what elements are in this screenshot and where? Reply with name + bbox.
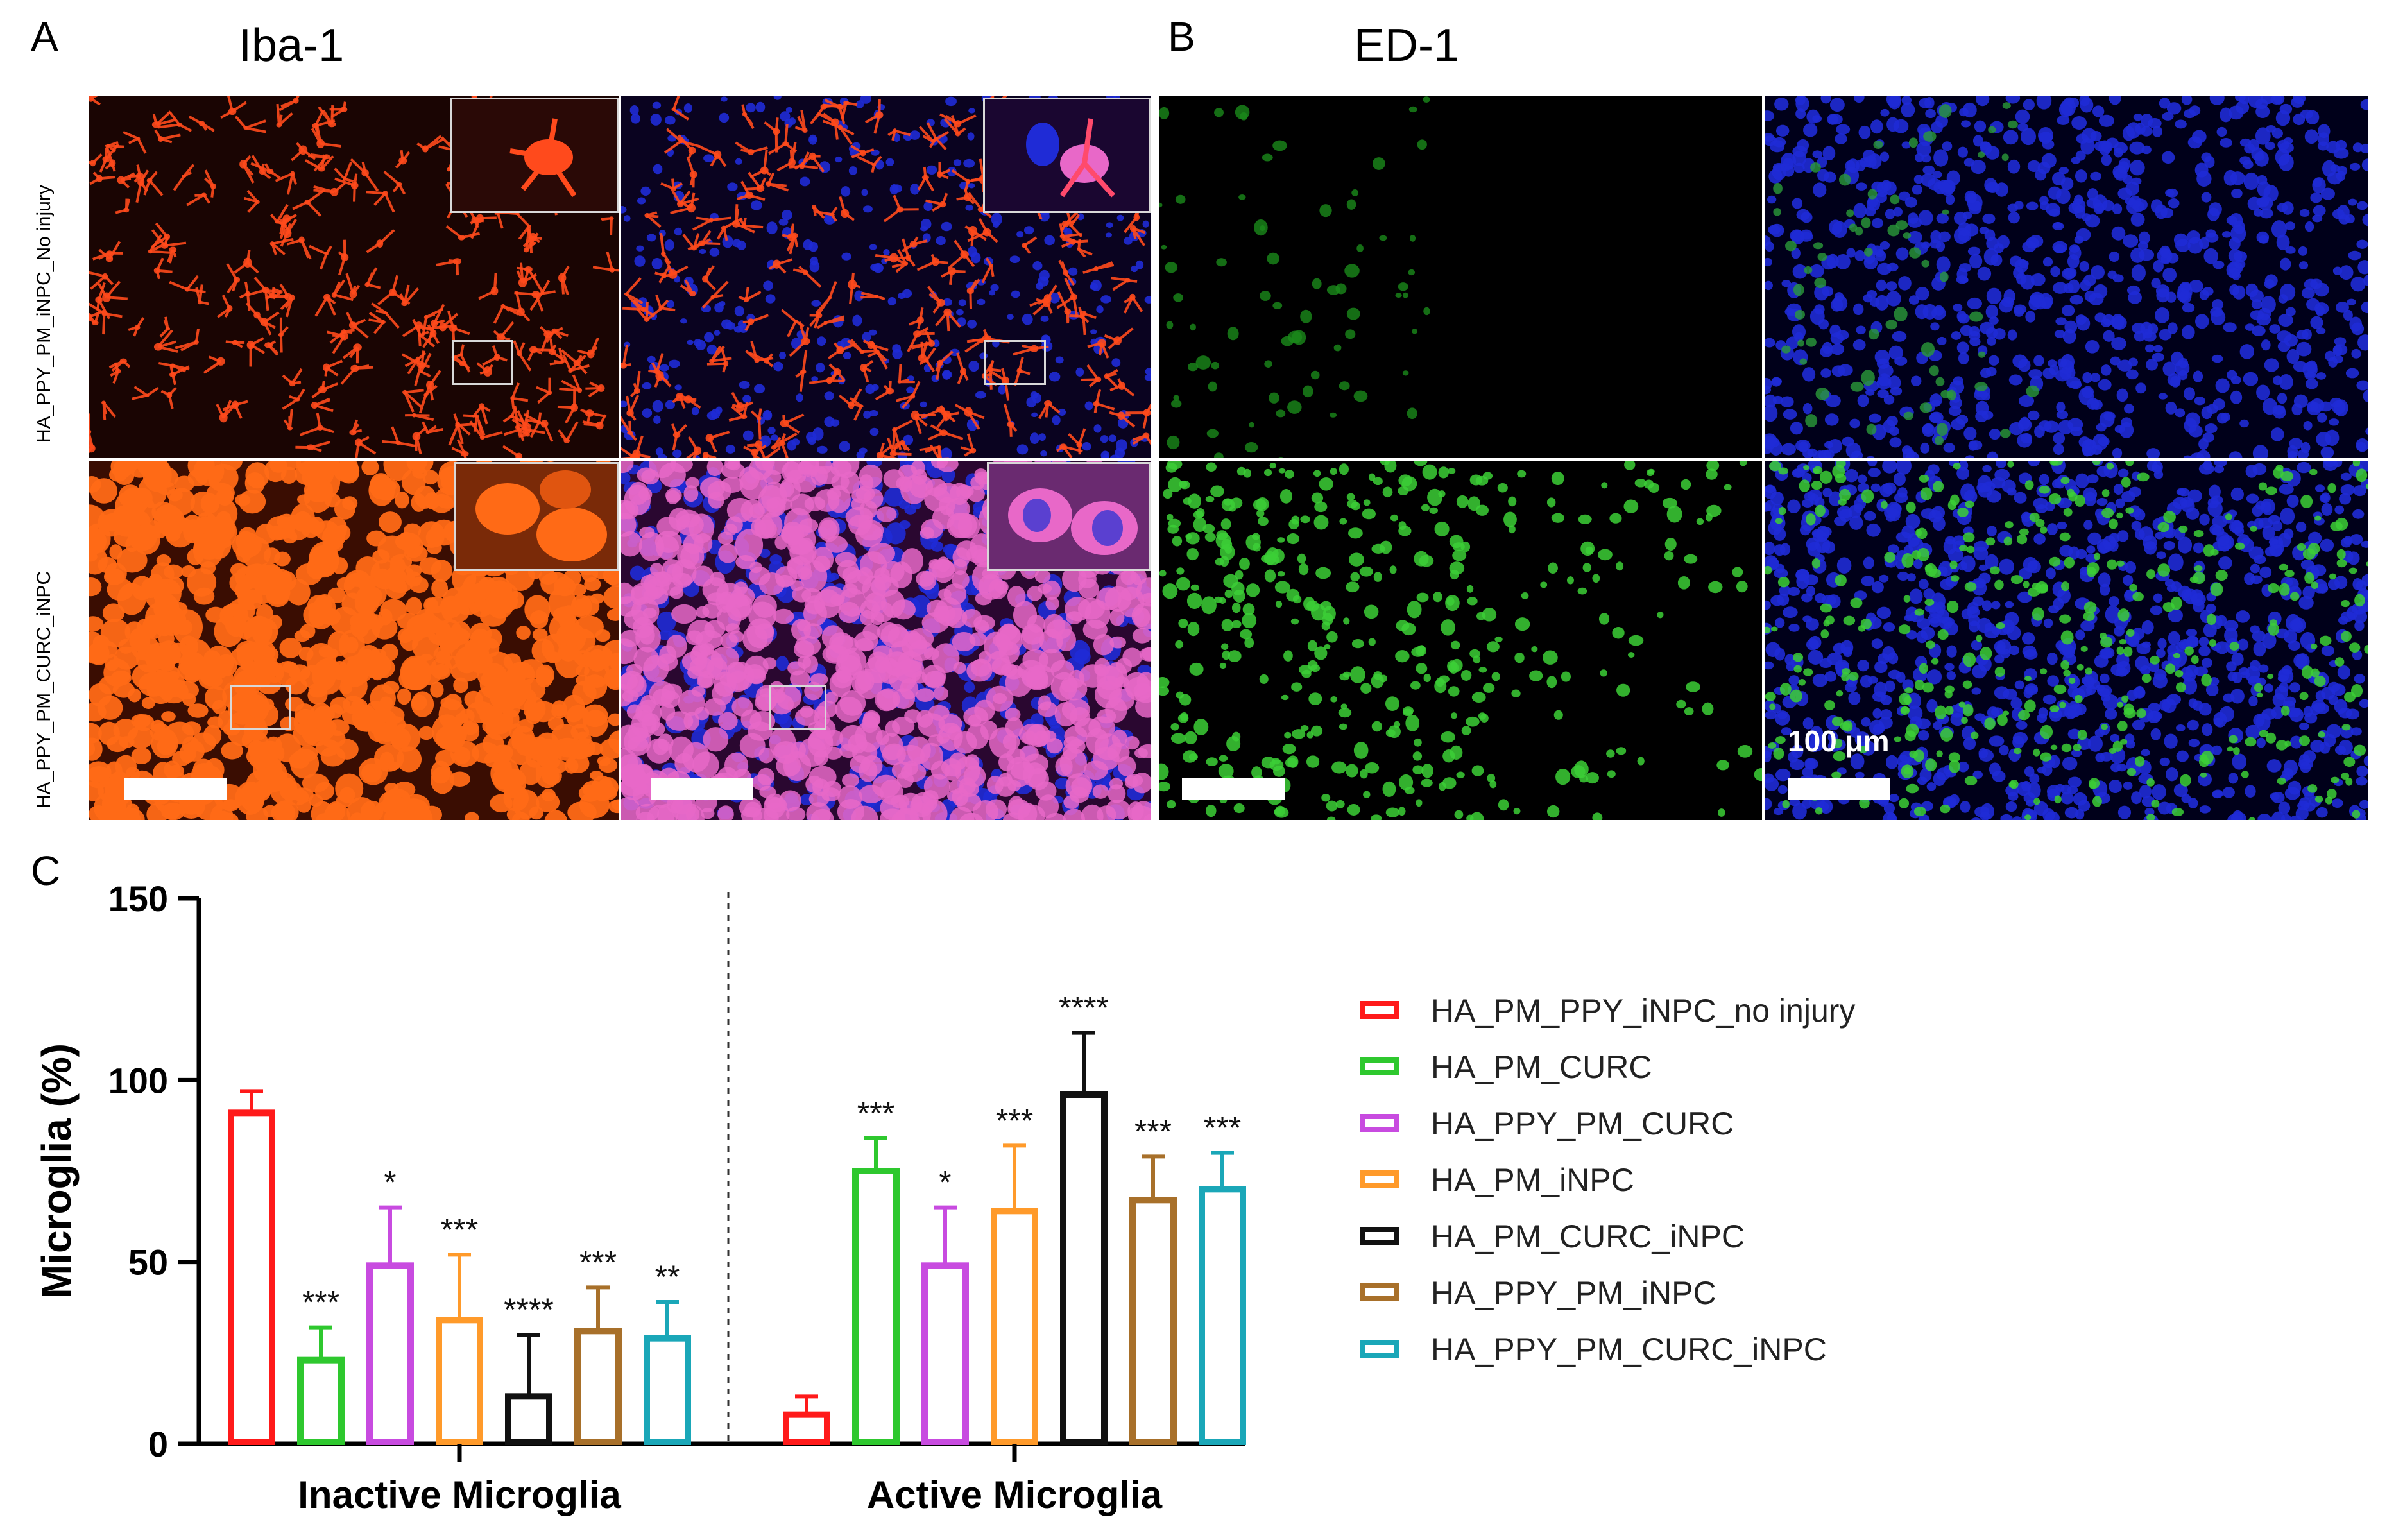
x-tick-label: Inactive Microglia [298,1473,621,1516]
significance-label: *** [441,1211,478,1247]
panel-label-c: C [31,848,61,894]
micrograph-iba1-no-injury [87,95,620,459]
legend-swatch [1360,1283,1399,1301]
scale-bar [124,778,227,800]
zoom-region-box [230,685,291,730]
panel-label-a: A [31,13,58,60]
significance-label: ** [655,1259,680,1295]
bar [228,1109,275,1446]
bar [436,1317,483,1445]
bar [1060,1091,1108,1445]
significance-label: *** [996,1102,1033,1138]
legend-swatch [1360,1170,1399,1188]
stain-label-ed1: ED-1 [1354,20,1460,71]
bar [783,1411,830,1446]
bar [644,1335,691,1446]
legend-swatch [1360,1227,1399,1245]
bar [921,1262,969,1445]
zoom-inset [450,98,619,213]
row-label-curc-inpc: HA_PPY_PM_CURC_iNPC [33,570,55,809]
zoom-region-box [984,340,1046,385]
scale-bar-label: 100 μm [1788,724,1890,758]
legend-swatch [1360,1114,1399,1132]
legend-swatch [1360,1340,1399,1358]
bar [574,1328,622,1445]
legend-swatch [1360,1057,1399,1075]
scale-bar [1788,778,1890,800]
legend-label: HA_PPY_PM_CURC_iNPC [1431,1331,1827,1367]
legend-label: HA_PM_CURC_iNPC [1431,1219,1745,1254]
significance-label: * [939,1165,951,1201]
y-tick-label: 100 [108,1060,168,1100]
legend-label: HA_PM_PPY_iNPC_no injury [1431,993,1856,1029]
zoom-inset [983,98,1151,213]
legend-label: HA_PPY_PM_iNPC [1431,1275,1716,1311]
row-label-no-injury: HA_PPY_PM_iNPC_No injury [33,185,55,443]
significance-label: *** [302,1285,339,1321]
bar [991,1208,1038,1445]
bar [852,1168,900,1445]
y-tick-label: 50 [128,1242,168,1283]
micrograph-iba1-merge-no-injury [620,95,1152,459]
zoom-inset [454,462,619,571]
zoom-region-box [452,340,513,385]
bar [366,1262,414,1445]
legend-label: HA_PM_CURC [1431,1049,1652,1085]
zoom-region-box [769,685,826,730]
bar [1129,1197,1177,1445]
y-axis-label: Microglia (%) [33,1043,80,1299]
micrograph-iba1-merge-curc-inpc [620,459,1152,821]
micrograph-iba1-curc-inpc [87,459,620,821]
micrograph-ed1-merge-no-injury [1763,95,2369,459]
legend-label: HA_PM_iNPC [1431,1162,1634,1198]
significance-label: *** [857,1095,894,1131]
significance-label: **** [504,1292,554,1328]
significance-label: **** [1059,990,1109,1026]
scale-bar [1182,778,1285,800]
zoom-inset [987,462,1151,571]
significance-label: *** [579,1244,617,1280]
significance-label: * [384,1165,396,1201]
y-tick-label: 0 [148,1424,168,1464]
bar [297,1356,345,1446]
micrograph-ed1-no-injury [1158,95,1763,459]
panel-label-b: B [1168,13,1195,60]
bar [1199,1186,1246,1445]
significance-label: *** [1204,1110,1241,1146]
bar [505,1393,552,1445]
x-tick-label: Active Microglia [867,1473,1163,1516]
micrograph-ed1-curc-inpc [1158,459,1763,821]
legend-swatch [1360,1001,1399,1019]
significance-label: *** [1134,1113,1172,1149]
stain-label-iba1: Iba-1 [239,20,345,71]
y-tick-label: 150 [108,878,168,919]
scale-bar [651,778,753,800]
micrograph-ed1-merge-curc-inpc: 100 μm [1763,459,2369,821]
legend-label: HA_PPY_PM_CURC [1431,1106,1734,1142]
